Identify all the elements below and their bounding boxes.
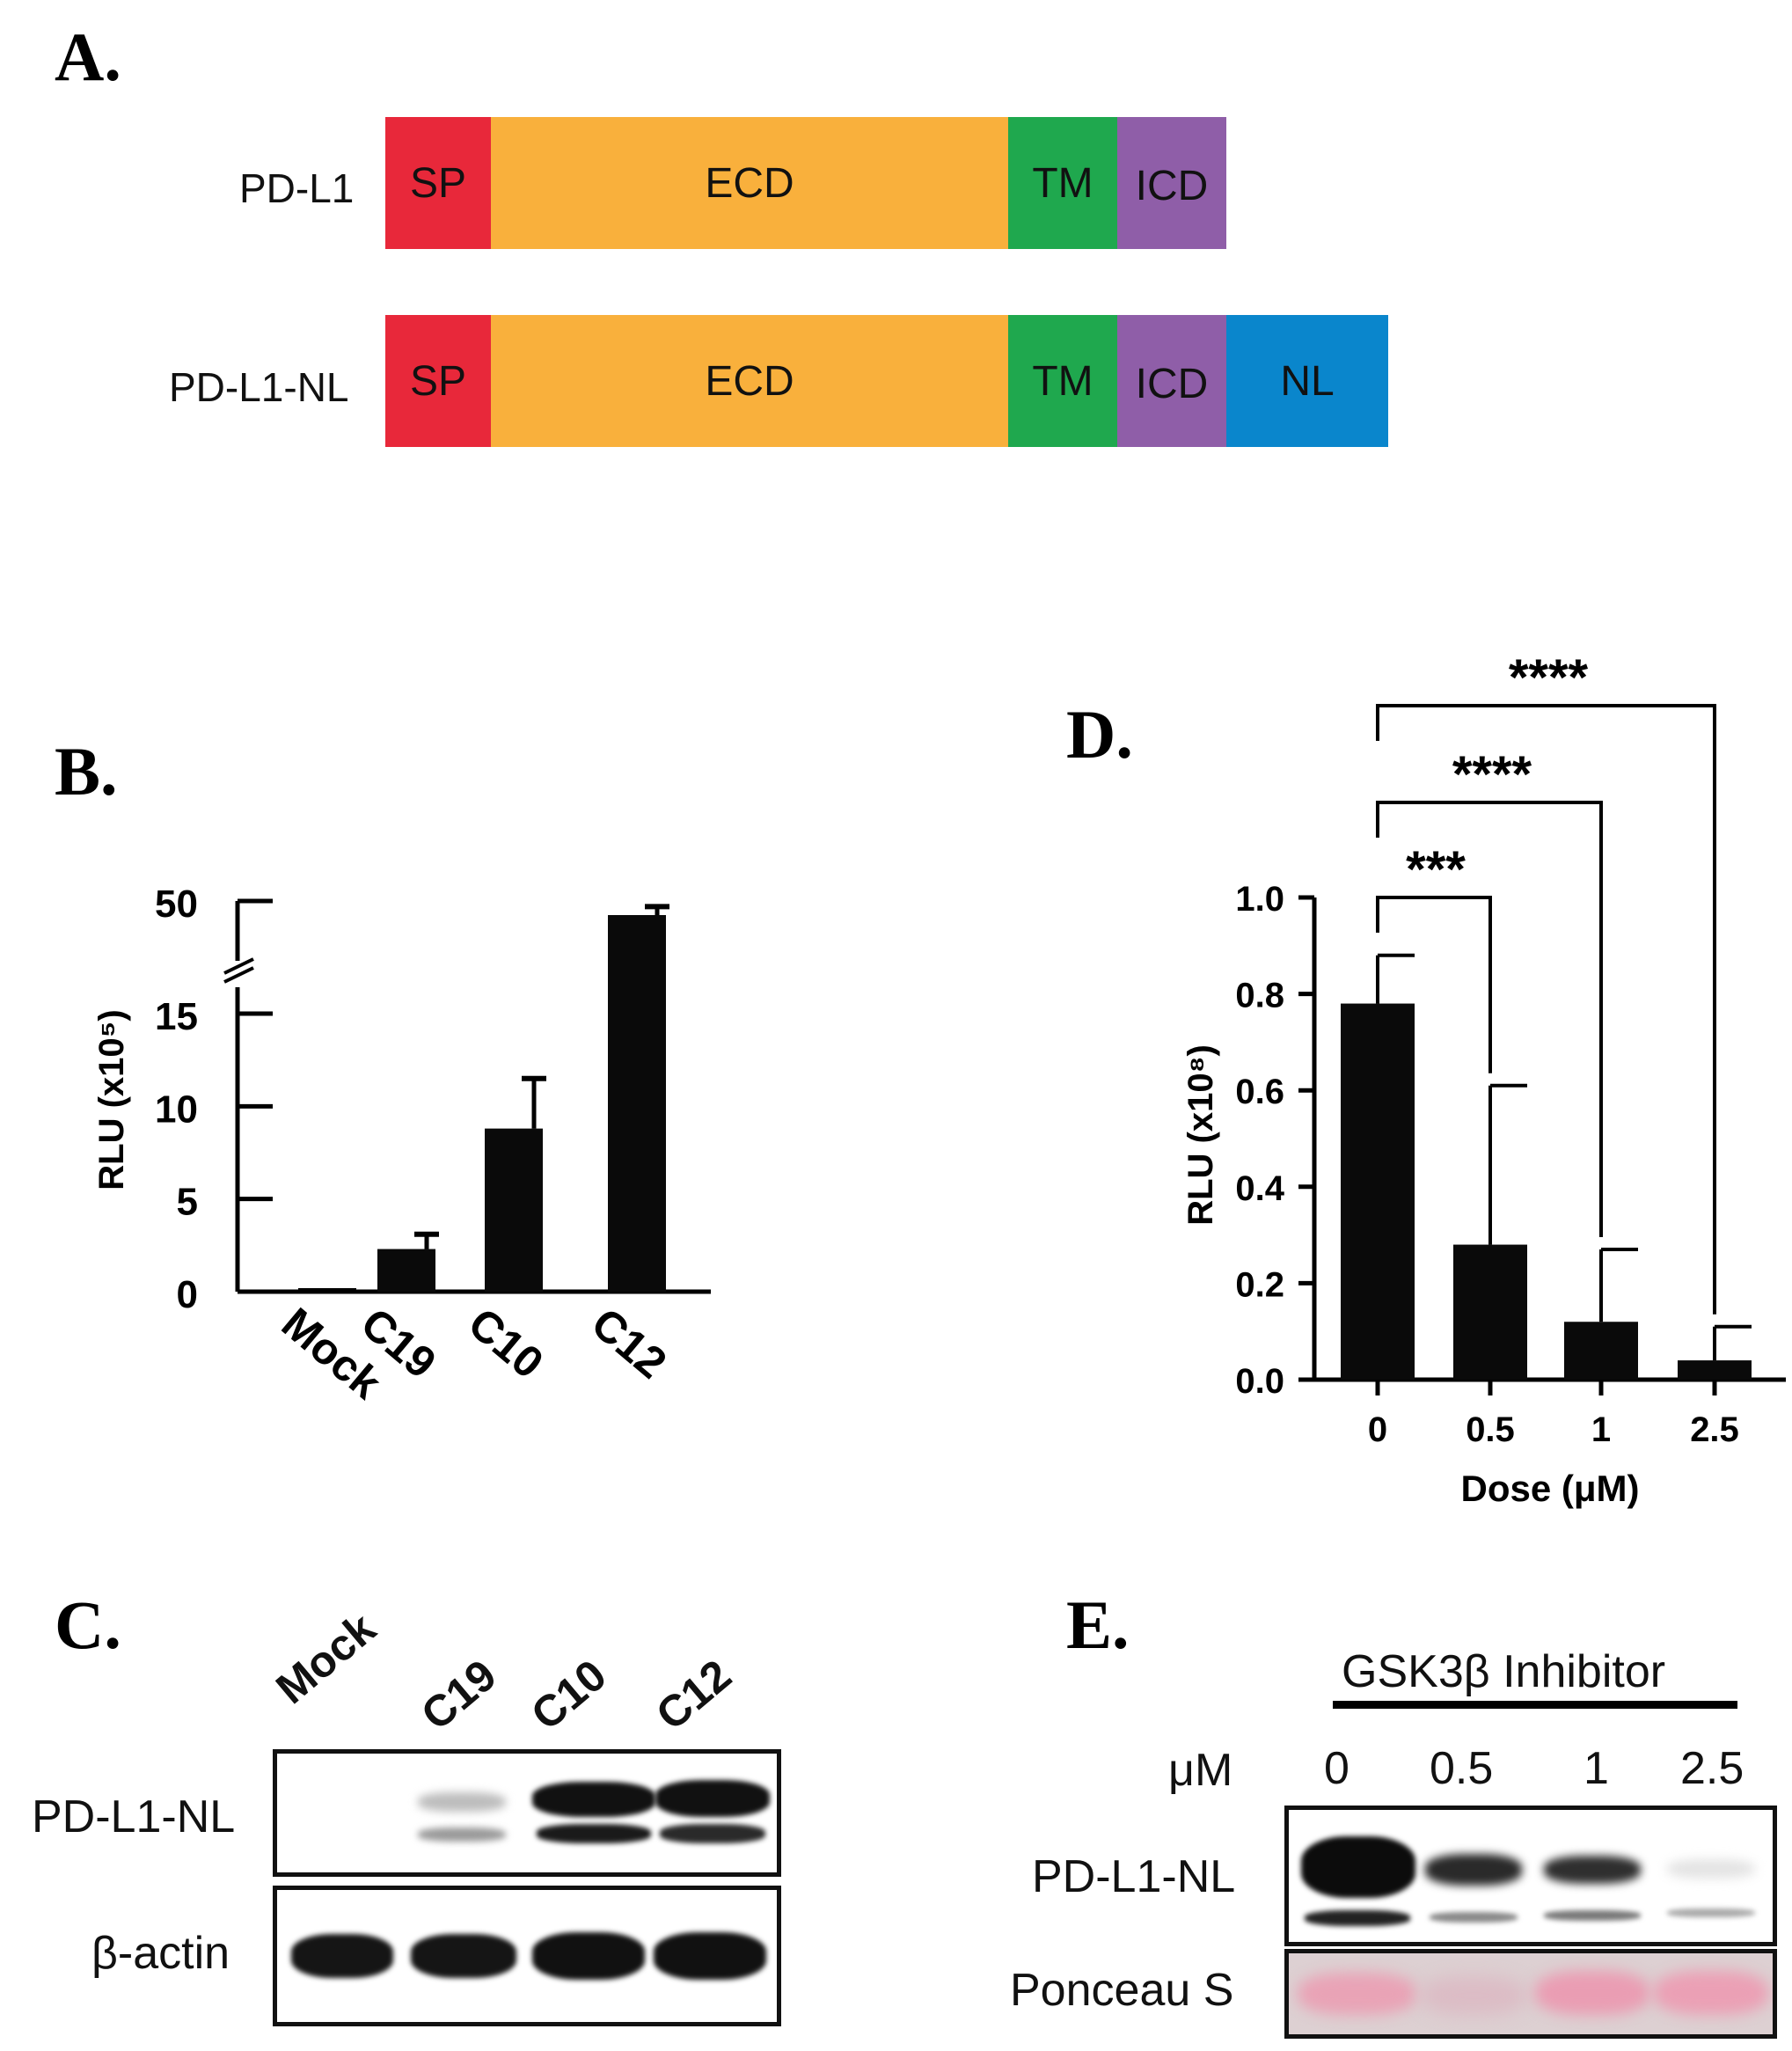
band	[1430, 1912, 1518, 1923]
axis-break-mark	[223, 957, 254, 975]
band	[1667, 1859, 1755, 1879]
treatment-bar	[1333, 1701, 1737, 1709]
y-tick-label: 5	[177, 1181, 198, 1224]
panel-e-letter: E.	[1066, 1586, 1130, 1663]
domain-icd: ICD	[1117, 117, 1226, 249]
panel-d-letter: D.	[1066, 696, 1133, 773]
bar	[485, 1128, 543, 1292]
x-tick-label: 1	[1591, 1410, 1611, 1449]
bar	[1341, 1003, 1415, 1380]
domain-sp: SP	[385, 315, 491, 447]
band	[1535, 1971, 1649, 2015]
dose-label: 1	[1584, 1743, 1609, 1794]
blot-pd-l1-nl-e	[1284, 1806, 1777, 1946]
significance-bracket	[1376, 896, 1492, 1073]
significance-bracket	[1376, 801, 1603, 1238]
bar	[1453, 1244, 1527, 1380]
band	[1421, 1976, 1526, 2015]
band	[537, 1824, 651, 1843]
band	[532, 1782, 655, 1817]
x-tick-label: 2.5	[1690, 1410, 1739, 1449]
band	[291, 1934, 393, 1978]
x-tick-label: C10	[459, 1299, 552, 1388]
y-tick-label: 0.8	[1235, 977, 1284, 1015]
x-tick-label: 0.5	[1466, 1410, 1515, 1449]
x-axis-label: Dose (μM)	[1460, 1468, 1639, 1509]
dose-label: 0.5	[1430, 1743, 1494, 1794]
domain-ecd: ECD	[491, 315, 1008, 447]
significance-label: ****	[1509, 649, 1589, 707]
band	[418, 1828, 506, 1842]
y-tick-label: 10	[155, 1088, 198, 1131]
row-label-beta-actin: β-actin	[91, 1928, 230, 1979]
blot-ponceau-s	[1284, 1949, 1777, 2039]
bar	[608, 915, 666, 1292]
band	[1298, 1973, 1416, 2015]
band	[532, 1932, 645, 1980]
y-tick-label: 50	[155, 883, 198, 926]
domain-tm: TM	[1008, 315, 1117, 447]
y-tick-label: 0.2	[1235, 1265, 1284, 1304]
y-tick-label: 0.4	[1235, 1169, 1284, 1208]
construct-label-pd-l1-nl: PD-L1-NL	[169, 364, 349, 410]
band	[1544, 1910, 1641, 1921]
band	[654, 1932, 766, 1980]
band	[411, 1934, 516, 1978]
band	[1544, 1856, 1641, 1884]
bar	[1564, 1322, 1638, 1380]
treatment-label: GSK3β Inhibitor	[1342, 1646, 1666, 1697]
band	[1301, 1836, 1415, 1898]
axis-break-mark	[223, 966, 254, 984]
x-tick-label: 0	[1368, 1410, 1387, 1449]
blot-pd-l1-nl	[273, 1749, 781, 1877]
y-tick-label: 0.6	[1235, 1073, 1284, 1111]
significance-label: ***	[1406, 841, 1466, 898]
y-tick-label: 0.0	[1235, 1362, 1284, 1401]
band	[418, 1792, 506, 1812]
y-axis-label: RLU (x10⁵)	[92, 1009, 131, 1190]
domain-ecd: ECD	[491, 117, 1008, 249]
band	[1425, 1854, 1522, 1886]
domain-sp: SP	[385, 117, 491, 249]
x-tick-label: C12	[582, 1299, 676, 1388]
y-axis-label: RLU (x10⁸)	[1181, 1044, 1220, 1226]
significance-label: ****	[1452, 746, 1532, 803]
construct-label-pd-l1: PD-L1	[239, 165, 355, 211]
band	[1667, 1908, 1755, 1917]
y-tick-label: 15	[155, 995, 198, 1038]
domain-nl: NL	[1226, 315, 1388, 447]
row-label-ponceau-s: Ponceau S	[1010, 1965, 1234, 2016]
panel-c-letter: C.	[55, 1586, 121, 1663]
band	[1305, 1910, 1410, 1926]
significance-bracket	[1376, 704, 1716, 1315]
dose-unit-label: μM	[1168, 1745, 1233, 1796]
panel-a-letter: A.	[55, 18, 121, 95]
row-label-pd-l1-nl: PD-L1-NL	[32, 1791, 236, 1842]
band	[660, 1824, 765, 1843]
domain-tm: TM	[1008, 117, 1117, 249]
blot-beta-actin	[273, 1886, 781, 2026]
band	[655, 1780, 770, 1817]
dose-label: 2.5	[1680, 1743, 1744, 1794]
bar	[1678, 1360, 1752, 1380]
y-tick-label: 1.0	[1235, 880, 1284, 919]
panel-b-letter: B.	[55, 733, 118, 809]
band	[1654, 1971, 1768, 2015]
y-tick-label: 0	[177, 1273, 198, 1316]
bar	[377, 1249, 435, 1292]
domain-icd: ICD	[1117, 315, 1226, 447]
row-label-pd-l1-nl: PD-L1-NL	[1032, 1851, 1236, 1902]
dose-label: 0	[1324, 1743, 1349, 1794]
